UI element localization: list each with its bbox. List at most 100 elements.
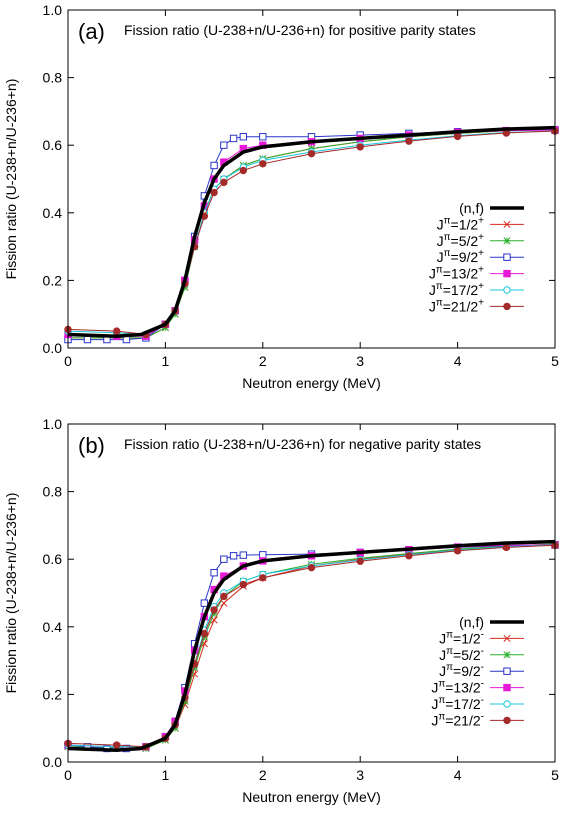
marker-point: [503, 220, 511, 228]
marker-point: [239, 580, 248, 589]
marker-point: [503, 667, 511, 675]
marker-point: [259, 160, 267, 168]
x-tick-label: 5: [551, 353, 559, 369]
y-tick-label: 1.0: [43, 2, 63, 18]
marker-point: [503, 286, 511, 294]
marker-point: [503, 253, 511, 261]
y-axis-label: Fission ratio (U-238+n/U-236+n): [3, 493, 19, 694]
x-tick-label: 3: [356, 767, 364, 783]
series-0: [67, 539, 556, 752]
marker-point: [259, 133, 267, 141]
marker-point: [83, 335, 92, 344]
marker-point: [210, 606, 218, 614]
chart-panel-a: 0 1 2 3 4 5 0.0 0.2 0.4 0.6 0.8 1.0 (a) Fission ratio…: [3, 2, 559, 391]
marker-point: [200, 599, 209, 607]
marker-point: [405, 137, 413, 145]
legend-label: Jπ=5/2+: [437, 232, 485, 249]
y-tick-label: 0.2: [43, 686, 63, 702]
legend-label: Jπ=1/2+: [437, 215, 485, 232]
marker-point: [229, 134, 238, 143]
legend-label: Jπ=21/2+: [429, 297, 484, 314]
series-2: [64, 540, 559, 753]
series-line: [67, 125, 556, 338]
marker-point: [259, 551, 267, 559]
series-1: [64, 125, 559, 342]
series-3: [64, 541, 559, 753]
legend-entry: Jπ=17/2+: [429, 281, 524, 298]
x-tick-label: 1: [162, 353, 170, 369]
marker-point: [220, 141, 228, 149]
x-tick-label: 4: [454, 353, 462, 369]
marker-point: [307, 149, 316, 158]
panel-label: (a): [78, 19, 105, 44]
legend-label: Jπ=1/2-: [439, 629, 484, 646]
legend: (n,f)Jπ=1/2+Jπ=5/2+Jπ=9/2+Jπ=13/2+Jπ=17/…: [429, 200, 524, 314]
marker-point: [503, 634, 511, 642]
marker-point: [239, 551, 248, 559]
legend-entry: Jπ=1/2-: [439, 629, 524, 646]
chart-title: Fission ratio (U-238+n/U-236+n) for posi…: [124, 22, 476, 38]
y-tick-label: 0.2: [43, 272, 63, 288]
marker-point: [356, 143, 364, 151]
legend-entry: (n,f): [459, 200, 524, 216]
marker-point: [200, 629, 209, 638]
y-tick-label: 0.6: [43, 551, 63, 567]
marker-point: [220, 555, 228, 563]
legend: (n,f)Jπ=1/2-Jπ=5/2-Jπ=9/2-Jπ=13/2-Jπ=17/…: [431, 614, 524, 728]
marker-point: [113, 327, 121, 335]
marker-point: [453, 547, 462, 555]
panel-label: (b): [78, 433, 105, 458]
series-5: [64, 541, 559, 751]
legend-entry: Jπ=5/2+: [437, 232, 524, 249]
y-tick-label: 0.6: [43, 137, 63, 153]
marker-point: [503, 716, 511, 725]
legend-entry: Jπ=9/2+: [437, 248, 524, 265]
legend-label: Jπ=5/2-: [439, 646, 484, 663]
legend-label: Jπ=13/2+: [429, 265, 484, 282]
marker-point: [307, 563, 316, 572]
x-tick-label: 5: [551, 767, 559, 783]
series-2: [64, 125, 559, 342]
y-tick-label: 0.4: [43, 619, 63, 635]
marker-point: [405, 552, 413, 560]
legend-entry: (n,f): [459, 614, 524, 630]
y-tick-label: 0.4: [43, 205, 63, 221]
marker-point: [220, 599, 228, 607]
marker-point: [210, 569, 218, 577]
y-tick-label: 0.8: [43, 484, 63, 500]
marker-point: [503, 302, 511, 311]
y-axis-label: Fission ratio (U-238+n/U-236+n): [3, 79, 19, 280]
marker-point: [503, 269, 511, 278]
marker-point: [113, 741, 121, 749]
marker-point: [220, 592, 228, 601]
plot-frame: [67, 423, 556, 763]
marker-point: [502, 543, 510, 552]
marker-point: [210, 616, 218, 624]
legend-label: (n,f): [459, 614, 484, 630]
x-axis-label: Neutron energy (MeV): [242, 375, 381, 391]
marker-point: [259, 574, 267, 582]
series-5: [64, 127, 559, 339]
legend-label: Jπ=9/2+: [437, 248, 485, 265]
legend-label: Jπ=13/2-: [431, 679, 484, 696]
series-6: [64, 127, 559, 339]
y-tick-label: 0.0: [43, 754, 63, 770]
chart-panel-b: 0 1 2 3 4 5 0.0 0.2 0.4 0.6 0.8 1.0 (b) Fission ratio…: [3, 416, 559, 805]
series-3: [64, 126, 559, 344]
x-tick-label: 1: [162, 767, 170, 783]
axis-ticks: 0 1 2 3 4 5 0.0 0.2 0.4 0.6 0.8 1.0: [43, 2, 560, 369]
series-0: [67, 125, 556, 338]
x-tick-label: 4: [454, 767, 462, 783]
x-axis-label: Neutron energy (MeV): [242, 789, 381, 805]
legend-label: Jπ=9/2-: [439, 662, 484, 679]
legend-entry: Jπ=1/2+: [437, 215, 524, 232]
series-4: [64, 540, 559, 751]
marker-point: [239, 166, 248, 175]
y-tick-label: 1.0: [43, 416, 63, 432]
legend-entry: Jπ=9/2-: [439, 662, 524, 679]
plot-frame: [67, 9, 556, 349]
series-6: [64, 541, 559, 751]
x-tick-label: 0: [64, 353, 72, 369]
legend-entry: Jπ=21/2-: [431, 711, 524, 728]
